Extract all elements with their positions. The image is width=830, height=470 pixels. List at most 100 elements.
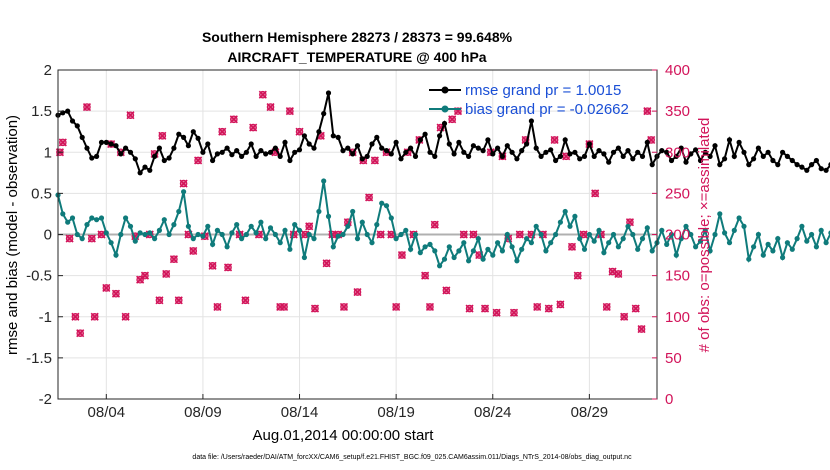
bias-series-point (422, 244, 428, 250)
bias-series-point (664, 241, 670, 247)
bias-series-point (770, 248, 776, 254)
bias-series-point (610, 231, 617, 238)
bias-series-point (557, 219, 564, 225)
bias-series-point (625, 223, 631, 229)
bias-series-point (98, 215, 105, 221)
bias-series-point (441, 256, 448, 262)
y-left-tick-label: 1.5 (31, 103, 52, 120)
bias-series-point (243, 231, 249, 238)
bias-series-point (132, 238, 138, 244)
rmse-series-point (606, 159, 612, 165)
rmse-series-point (461, 149, 467, 155)
bias-series-point (485, 246, 491, 252)
obs-count-marker (370, 156, 379, 165)
obs-count-marker (573, 271, 582, 280)
legend-rmse-label: rmse grand pr = 1.0015 (465, 82, 621, 99)
bias-series-point (166, 231, 172, 238)
obs-count-marker (169, 255, 179, 264)
bias-series-point (200, 233, 206, 239)
rmse-series-point (451, 151, 457, 157)
obs-count-marker (550, 135, 559, 144)
bias-series-point (89, 215, 95, 221)
rmse-series-point (210, 157, 216, 164)
bias-series-point (84, 222, 90, 228)
bias-series-point (470, 248, 476, 254)
bias-series-point (736, 215, 742, 221)
bias-series-point (350, 208, 356, 215)
rmse-series-point (427, 149, 433, 155)
obs-count-marker (515, 230, 524, 239)
bias-series-point (639, 236, 646, 242)
rmse-series-point (229, 152, 235, 158)
rmse-series-point (644, 139, 650, 145)
obs-count-marker (353, 288, 362, 297)
rmse-series-point (306, 141, 312, 147)
rmse-series-point (422, 131, 428, 137)
bias-series-point (321, 178, 327, 184)
rmse-series-point (84, 145, 90, 151)
rmse-series-point (441, 120, 448, 127)
rmse-series-point (446, 141, 452, 147)
bias-series-point (277, 240, 283, 246)
rmse-series-point (707, 153, 713, 159)
bias-series-point (823, 240, 829, 246)
rmse-series-point (615, 145, 622, 151)
rmse-series-point (219, 149, 225, 155)
bias-series-point (263, 236, 269, 242)
obs-count-marker (392, 302, 401, 311)
bias-series-point (108, 240, 114, 246)
rmse-series-point (577, 156, 583, 162)
bias-series-point (615, 244, 622, 250)
x-tick-label: 08/19 (377, 404, 415, 421)
rmse-series-point (509, 149, 515, 155)
rmse-series-point (524, 141, 530, 147)
bias-series-point (678, 236, 684, 242)
rmse-series-point (127, 149, 134, 155)
obs-count-marker (295, 127, 304, 136)
obs-count-marker (58, 138, 67, 147)
rmse-series-point (466, 153, 472, 159)
rmse-series-point (519, 148, 525, 154)
y-left-tick-label: 0.5 (31, 185, 52, 202)
bias-series-point (620, 236, 626, 242)
rmse-series-point (548, 147, 554, 153)
data-file-footnote: data file: /Users/raeder/DAI/ATM_forcXX/… (192, 454, 632, 461)
rmse-series-point (287, 157, 293, 164)
rmse-series-point (514, 156, 520, 162)
x-tick-label: 08/09 (184, 404, 222, 421)
rmse-series-point (760, 153, 766, 159)
rmse-series-point (214, 151, 220, 157)
bias-series-point (480, 256, 486, 262)
bias-series-point (475, 236, 481, 242)
obs-count-marker (121, 312, 130, 321)
rmse-series-point (292, 149, 298, 155)
bias-series-point (717, 211, 723, 217)
bias-series-point (79, 236, 85, 242)
y-right-tick-label: 100 (665, 309, 690, 326)
bias-series-point (340, 231, 346, 238)
bias-series-point (219, 231, 225, 238)
obs-count-marker (339, 302, 349, 311)
obs-count-marker (465, 304, 474, 313)
bias-series-point (437, 263, 443, 269)
rmse-series-point (736, 139, 742, 145)
bias-series-point (630, 231, 636, 238)
rmse-series-point (243, 149, 249, 155)
obs-count-marker (533, 302, 542, 311)
bias-series (55, 178, 830, 269)
bias-series-point (103, 230, 109, 236)
obs-count-marker (158, 131, 167, 140)
rmse-series-point (118, 151, 124, 157)
bias-series-point (292, 222, 298, 228)
rmse-series-point (248, 141, 254, 147)
bias-series-point (287, 246, 293, 252)
x-axis-label: Aug.01,2014 00:00:00 start (253, 427, 435, 444)
rmse-series-point (296, 147, 303, 153)
bias-series-point (601, 250, 607, 256)
rmse-series-point (620, 153, 626, 159)
obs-count-marker (266, 102, 275, 112)
bias-series-point (548, 240, 554, 246)
rmse-series-point (340, 148, 346, 154)
obs-count-marker (527, 230, 536, 239)
